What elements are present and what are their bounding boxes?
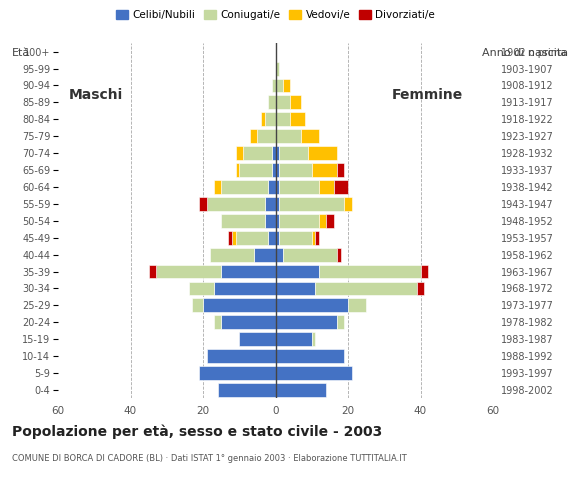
Bar xyxy=(276,383,326,397)
Bar xyxy=(334,180,348,194)
Bar xyxy=(235,163,239,177)
Bar xyxy=(337,163,345,177)
Bar xyxy=(279,163,312,177)
Bar xyxy=(268,96,276,109)
Bar xyxy=(417,282,424,295)
Bar xyxy=(319,214,326,228)
Bar xyxy=(250,129,258,143)
Bar xyxy=(276,96,290,109)
Bar xyxy=(235,146,243,160)
Bar xyxy=(239,163,272,177)
Bar xyxy=(192,299,203,312)
Bar xyxy=(203,299,276,312)
Bar xyxy=(210,248,254,262)
Bar xyxy=(276,197,279,211)
Bar xyxy=(279,197,345,211)
Bar xyxy=(272,79,276,93)
Bar xyxy=(243,146,272,160)
Bar xyxy=(319,180,333,194)
Bar xyxy=(264,112,276,126)
Bar xyxy=(283,248,337,262)
Bar xyxy=(319,264,420,278)
Text: Popolazione per età, sesso e stato civile - 2003: Popolazione per età, sesso e stato civil… xyxy=(12,425,382,439)
Bar xyxy=(272,163,276,177)
Bar xyxy=(188,282,214,295)
Bar xyxy=(239,332,276,346)
Bar xyxy=(279,231,312,245)
Text: Femmine: Femmine xyxy=(392,88,463,102)
Text: Anno di nascita: Anno di nascita xyxy=(483,48,568,58)
Bar xyxy=(268,180,276,194)
Bar xyxy=(200,366,276,380)
Bar xyxy=(276,163,279,177)
Bar xyxy=(235,231,268,245)
Bar xyxy=(156,264,221,278)
Bar xyxy=(276,231,279,245)
Bar xyxy=(254,248,276,262)
Bar xyxy=(276,332,312,346)
Bar xyxy=(276,180,279,194)
Bar xyxy=(272,146,276,160)
Bar xyxy=(337,248,341,262)
Bar xyxy=(276,61,279,75)
Bar xyxy=(276,146,279,160)
Bar xyxy=(214,282,276,295)
Bar xyxy=(200,197,206,211)
Bar xyxy=(312,163,337,177)
Bar xyxy=(276,214,279,228)
Bar xyxy=(301,129,319,143)
Bar xyxy=(214,180,221,194)
Bar xyxy=(276,299,348,312)
Text: Maschi: Maschi xyxy=(69,88,123,102)
Bar xyxy=(276,349,345,363)
Bar xyxy=(283,79,290,93)
Bar xyxy=(316,231,319,245)
Bar xyxy=(279,214,319,228)
Bar xyxy=(148,264,156,278)
Bar xyxy=(337,315,345,329)
Bar xyxy=(264,214,276,228)
Bar xyxy=(276,282,316,295)
Bar xyxy=(268,231,276,245)
Bar xyxy=(276,79,283,93)
Bar xyxy=(308,146,337,160)
Bar xyxy=(279,180,319,194)
Bar xyxy=(326,214,334,228)
Bar xyxy=(290,112,304,126)
Bar xyxy=(218,383,276,397)
Bar xyxy=(221,264,276,278)
Bar xyxy=(312,231,316,245)
Bar xyxy=(221,214,264,228)
Bar xyxy=(312,332,316,346)
Bar xyxy=(221,315,276,329)
Bar xyxy=(264,197,276,211)
Bar xyxy=(279,146,308,160)
Bar xyxy=(258,129,275,143)
Bar xyxy=(221,180,268,194)
Bar xyxy=(276,315,337,329)
Bar xyxy=(206,197,264,211)
Bar xyxy=(276,112,290,126)
Bar xyxy=(276,248,283,262)
Bar xyxy=(229,231,232,245)
Bar xyxy=(206,349,276,363)
Bar xyxy=(276,129,301,143)
Legend: Celibi/Nubili, Coniugati/e, Vedovi/e, Divorziati/e: Celibi/Nubili, Coniugati/e, Vedovi/e, Di… xyxy=(112,6,439,24)
Bar xyxy=(316,282,417,295)
Bar xyxy=(290,96,301,109)
Bar xyxy=(261,112,264,126)
Text: Età: Età xyxy=(12,48,30,58)
Bar xyxy=(214,315,221,329)
Bar xyxy=(345,197,351,211)
Bar xyxy=(420,264,428,278)
Text: COMUNE DI BORCA DI CADORE (BL) · Dati ISTAT 1° gennaio 2003 · Elaborazione TUTTI: COMUNE DI BORCA DI CADORE (BL) · Dati IS… xyxy=(12,454,407,463)
Bar xyxy=(232,231,235,245)
Bar xyxy=(276,264,319,278)
Bar xyxy=(348,299,366,312)
Bar xyxy=(276,366,351,380)
